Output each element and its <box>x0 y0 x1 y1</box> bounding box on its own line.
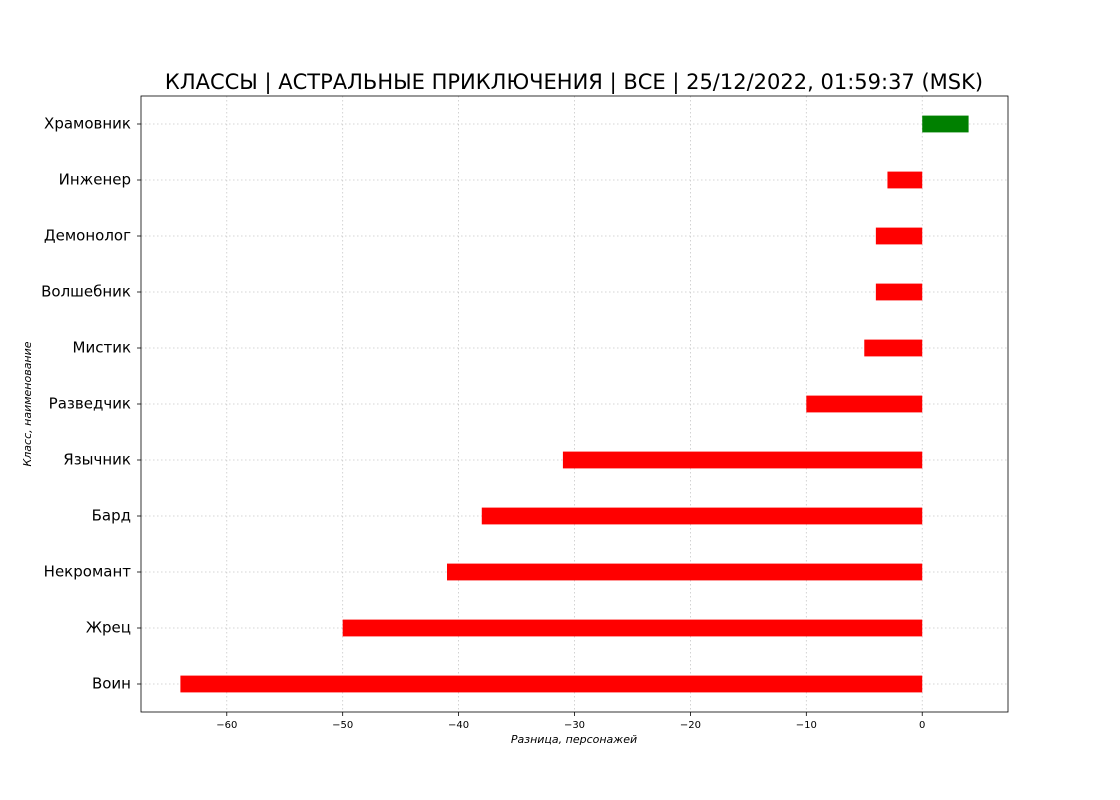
y-tick-label: Жрец <box>86 619 131 637</box>
x-tick-label: −30 <box>564 720 585 731</box>
chart-title: КЛАССЫ | АСТРАЛЬНЫЕ ПРИКЛЮЧЕНИЯ | ВСЕ | … <box>165 70 983 95</box>
x-tick-label: −40 <box>448 720 469 731</box>
y-tick-label: Инженер <box>59 171 131 189</box>
bar <box>447 563 923 581</box>
y-tick-label: Демонолог <box>44 227 131 245</box>
x-tick-label: −60 <box>216 720 237 731</box>
y-tick-label: Язычник <box>63 451 131 469</box>
y-tick-label: Разведчик <box>49 395 131 413</box>
x-axis-label: Разница, персонажей <box>511 733 637 746</box>
bar <box>481 507 923 525</box>
bar <box>342 619 923 637</box>
y-tick-label: Мистик <box>73 339 131 357</box>
bar <box>875 283 923 301</box>
bar <box>864 339 923 357</box>
bar <box>887 171 923 189</box>
y-tick-label: Бард <box>92 507 131 525</box>
bar <box>180 675 923 693</box>
y-tick-label: Волшебник <box>41 283 131 301</box>
y-tick-label: Воин <box>92 675 131 693</box>
y-tick-label: Храмовник <box>44 115 131 133</box>
bar <box>806 395 923 413</box>
y-tick-label: Некромант <box>44 563 132 581</box>
x-tick-label: −10 <box>796 720 817 731</box>
x-tick-label: −20 <box>680 720 701 731</box>
x-tick-label: −50 <box>332 720 353 731</box>
bar <box>875 227 923 245</box>
y-axis-label: Класс, наименование <box>21 341 34 466</box>
x-tick-label: 0 <box>919 720 925 731</box>
plot-frame <box>140 95 1009 713</box>
bar <box>922 115 969 133</box>
bar <box>562 451 923 469</box>
